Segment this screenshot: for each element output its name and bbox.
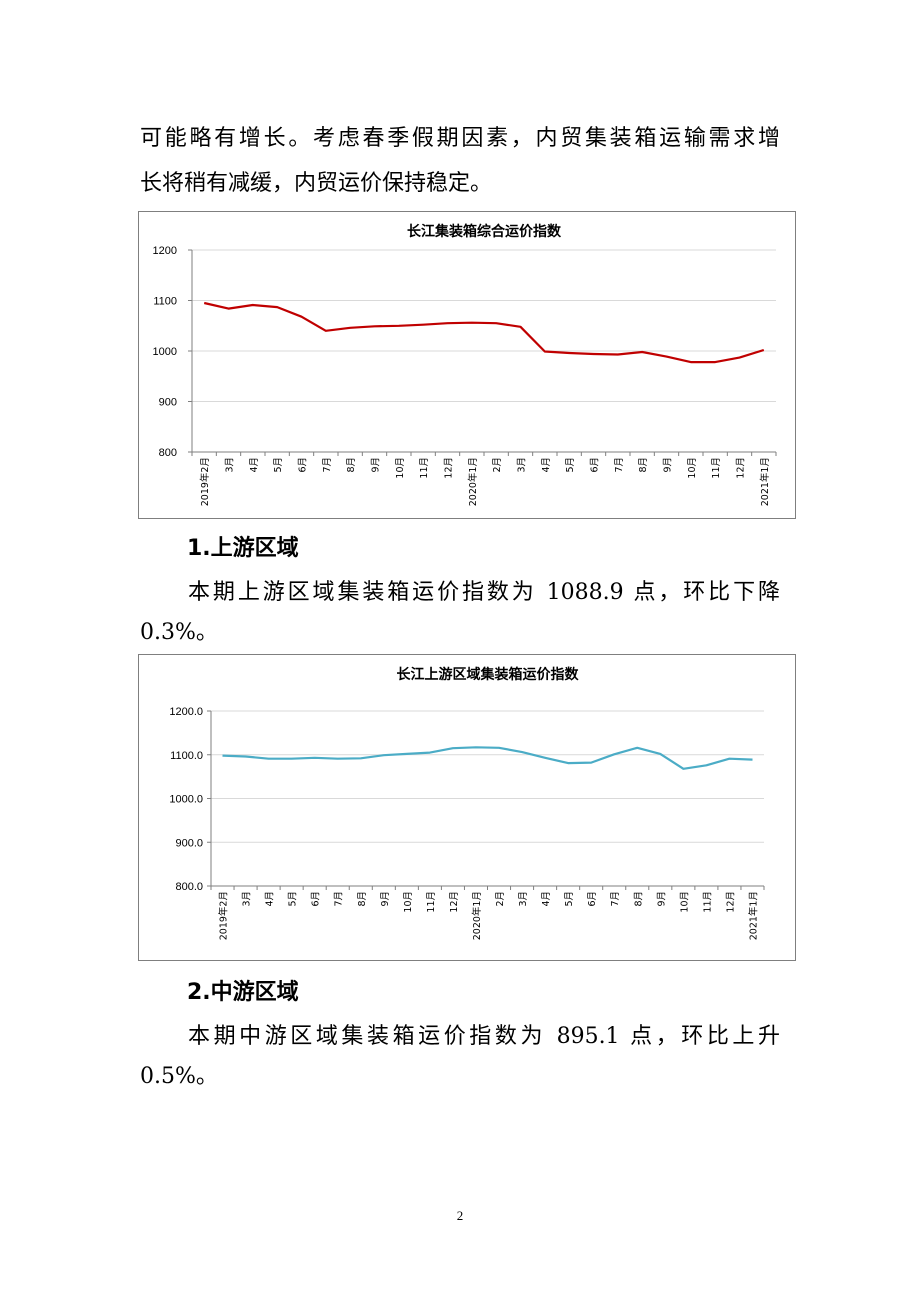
intro-line-1: 可能略有增长。考虑春季假期因素，内贸集装箱运输需求增 — [140, 126, 780, 151]
x-tick-label: 5月 — [273, 457, 284, 473]
x-tick-label: 5月 — [288, 891, 299, 907]
x-tick-label: 10月 — [679, 891, 690, 913]
x-tick-label: 4月 — [249, 457, 260, 473]
series-line — [222, 746, 753, 770]
y-tick-label: 900.0 — [175, 837, 203, 849]
page-number: 2 — [456, 1208, 464, 1223]
x-tick-label: 3月 — [517, 457, 528, 473]
section-1-line-2: 0.3%。 — [140, 620, 218, 645]
x-tick-label: 12月 — [449, 891, 460, 913]
y-tick-label: 1100 — [153, 296, 177, 308]
x-tick-label: 10月 — [403, 891, 414, 913]
section-1-line-1: 本期上游区域集装箱运价指数为 1088.9 点，环比下降 — [188, 580, 780, 605]
y-tick-label: 800 — [159, 447, 177, 459]
x-tick-label: 2021年1月 — [747, 891, 759, 940]
x-tick-label: 2021年1月 — [759, 457, 771, 506]
x-tick-label: 9月 — [656, 891, 667, 907]
x-tick-label: 2019年2月 — [199, 457, 211, 506]
x-tick-label: 12月 — [725, 891, 736, 913]
section-2-heading: 2.中游区域 — [187, 980, 299, 1005]
chart-title: 长江上游区域集装箱运价指数 — [397, 666, 580, 683]
x-tick-label: 3月 — [518, 891, 529, 907]
x-tick-label: 2月 — [492, 457, 503, 473]
x-tick-label: 12月 — [444, 457, 455, 479]
x-tick-label: 6月 — [311, 891, 322, 907]
y-tick-label: 1000.0 — [169, 794, 203, 806]
x-tick-label: 11月 — [419, 457, 430, 479]
x-tick-label: 12月 — [736, 457, 747, 479]
composite-index-chart: 长江集装箱综合运价指数 800 900 1000 1100 1200 2019年2月 3月 4月… — [138, 211, 796, 519]
x-tick-label: 11月 — [711, 457, 722, 479]
chart-title: 长江集装箱综合运价指数 — [407, 223, 562, 240]
x-tick-label: 7月 — [614, 457, 625, 473]
x-tick-label: 7月 — [322, 457, 333, 473]
x-tick-label: 2020年1月 — [471, 891, 483, 940]
x-tick-label: 4月 — [541, 457, 552, 473]
x-tick-label: 2019年2月 — [218, 891, 230, 940]
y-tick-label: 1000 — [153, 346, 177, 358]
x-tick-label: 5月 — [564, 891, 575, 907]
x-tick-label: 9月 — [371, 457, 382, 473]
x-tick-label: 2020年1月 — [467, 457, 479, 506]
x-tick-label: 9月 — [663, 457, 674, 473]
x-tick-label: 6月 — [590, 457, 601, 473]
x-tick-label: 7月 — [334, 891, 345, 907]
upstream-index-chart: 长江上游区域集装箱运价指数 800.0 900.0 1000.0 1100.0 1200.… — [138, 654, 796, 961]
y-tick-label: 1200.0 — [169, 706, 203, 718]
y-tick-label: 900 — [159, 397, 177, 409]
upstream-index-chart-svg: 长江上游区域集装箱运价指数 800.0 900.0 1000.0 1100.0 1200.… — [169, 666, 765, 940]
x-tick-label: 4月 — [541, 891, 552, 907]
x-tick-label: 6月 — [587, 891, 598, 907]
x-tick-label: 10月 — [395, 457, 406, 479]
x-tick-label: 11月 — [702, 891, 713, 913]
x-tick-label: 8月 — [346, 457, 357, 473]
x-tick-label: 7月 — [610, 891, 621, 907]
x-tick-label: 9月 — [380, 891, 391, 907]
x-tick-label: 4月 — [265, 891, 276, 907]
y-tick-label: 800.0 — [175, 881, 203, 893]
x-tick-label: 2月 — [495, 891, 506, 907]
x-tick-label: 3月 — [225, 457, 236, 473]
series-line — [203, 301, 765, 364]
intro-line-2: 长将稍有减缓，内贸运价保持稳定。 — [140, 171, 493, 196]
y-tick-label: 1100.0 — [170, 750, 203, 762]
section-2-line-2: 0.5%。 — [140, 1064, 218, 1089]
x-tick-label: 8月 — [357, 891, 368, 907]
x-tick-label: 5月 — [565, 457, 576, 473]
x-tick-label: 3月 — [242, 891, 253, 907]
section-2-line-1: 本期中游区域集装箱运价指数为 895.1 点，环比上升 — [188, 1024, 780, 1049]
x-tick-label: 8月 — [633, 891, 644, 907]
x-tick-label: 10月 — [687, 457, 698, 479]
x-tick-label: 11月 — [426, 891, 437, 913]
y-tick-label: 1200 — [153, 245, 177, 257]
composite-index-chart-svg: 长江集装箱综合运价指数 800 900 1000 1100 1200 2019年2月 3月 4月… — [153, 223, 777, 506]
x-tick-label: 8月 — [638, 457, 649, 473]
section-1-heading: 1.上游区域 — [187, 536, 299, 561]
x-tick-label: 6月 — [298, 457, 309, 473]
